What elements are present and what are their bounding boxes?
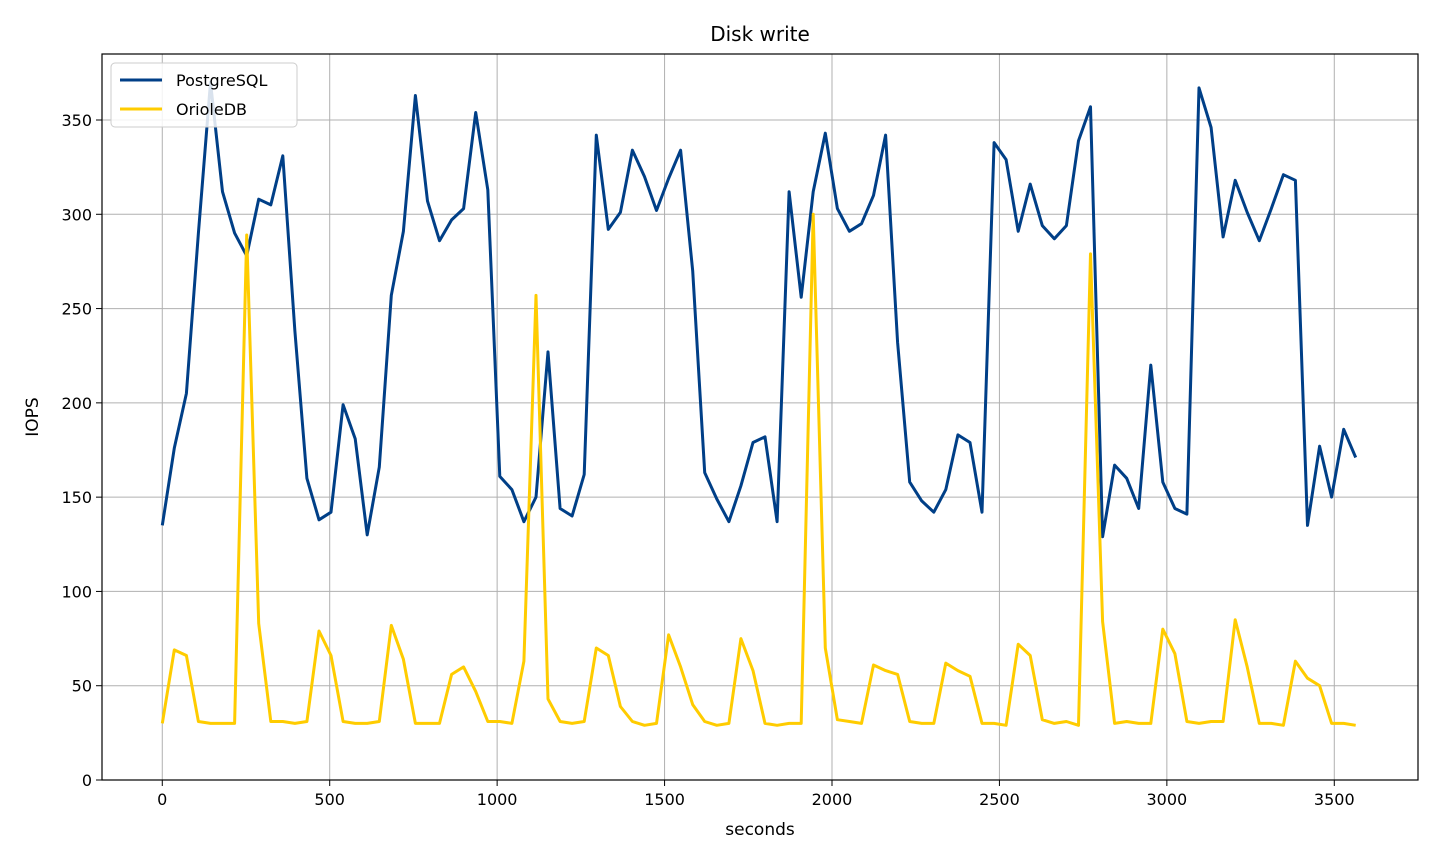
y-axis-label: IOPS xyxy=(23,397,43,436)
x-tick-label: 1500 xyxy=(644,790,685,809)
x-tick-label: 2500 xyxy=(979,790,1020,809)
y-tick-label: 250 xyxy=(61,300,92,319)
x-tick-label: 1000 xyxy=(477,790,518,809)
y-tick-label: 100 xyxy=(61,582,92,601)
y-tick-label: 200 xyxy=(61,394,92,413)
chart-title: Disk write xyxy=(710,22,810,46)
y-tick-label: 50 xyxy=(72,677,92,696)
y-tick-label: 0 xyxy=(82,771,92,790)
legend: PostgreSQL OrioleDB xyxy=(110,62,298,128)
plot-frame xyxy=(101,53,1419,781)
series-layer xyxy=(160,80,1358,727)
y-axis-ticks: 0 50 100 150 200 250 300 350 xyxy=(61,111,102,790)
series-line-orioledb xyxy=(160,212,1356,727)
legend-label-postgresql: PostgreSQL xyxy=(176,71,267,90)
y-tick-label: 300 xyxy=(61,205,92,224)
x-tick-label: 3500 xyxy=(1314,790,1355,809)
x-axis-label: seconds xyxy=(725,820,795,840)
y-tick-label: 150 xyxy=(61,488,92,507)
x-tick-label: 3000 xyxy=(1146,790,1187,809)
x-tick-label: 0 xyxy=(157,790,167,809)
x-tick-label: 2000 xyxy=(812,790,853,809)
y-tick-label: 350 xyxy=(61,111,92,130)
x-axis-ticks: 0 500 1000 1500 2000 2500 3000 3500 xyxy=(157,780,1355,809)
x-tick-label: 500 xyxy=(314,790,345,809)
series-line-postgresql xyxy=(160,80,1358,539)
legend-label-orioledb: OrioleDB xyxy=(176,100,247,119)
